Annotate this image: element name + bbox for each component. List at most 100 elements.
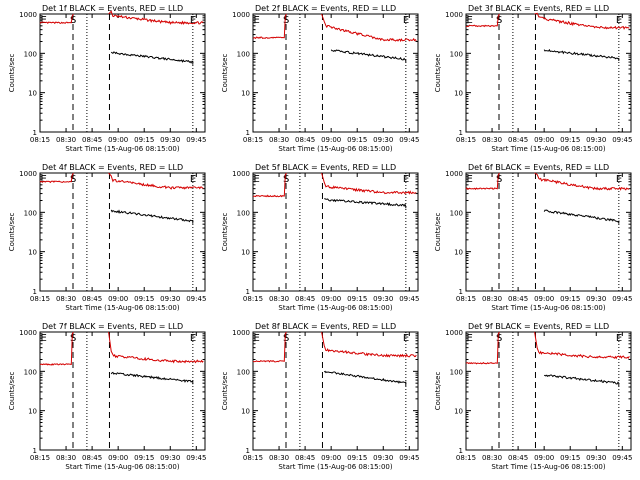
marker-label: S xyxy=(283,333,289,344)
marker-label: E xyxy=(616,15,622,26)
x-tick-label: 08:30 xyxy=(482,136,502,144)
panel-1: Det 1f BLACK = Events, RED = LLD 1 10 100 10… xyxy=(8,4,206,153)
x-tick-label: 09:45 xyxy=(399,454,419,462)
events-series xyxy=(543,48,620,61)
x-tick-label: 09:45 xyxy=(186,136,206,144)
x-tick-label: 09:45 xyxy=(399,295,419,303)
marker-label: E xyxy=(40,174,46,185)
x-axis-label: Start Time (15-Aug-06 08:15:00) xyxy=(491,304,605,312)
marker-label: E xyxy=(466,15,472,26)
x-tick-label: 09:15 xyxy=(560,136,580,144)
plot-frame xyxy=(465,13,632,133)
x-tick-label: 09:15 xyxy=(134,295,154,303)
x-tick-label: 09:15 xyxy=(347,454,367,462)
x-axis-label: Start Time (15-Aug-06 08:15:00) xyxy=(65,304,179,312)
marker-label: E xyxy=(253,15,259,26)
x-tick-label: 09:15 xyxy=(560,295,580,303)
marker-label: S xyxy=(283,15,289,26)
panel-8: Det 8f BLACK = Events, RED = LLD 1 10 100 10… xyxy=(221,322,419,471)
events-series xyxy=(110,51,194,65)
x-tick-label: 08:15 xyxy=(456,295,476,303)
x-tick-label: 09:30 xyxy=(373,295,393,303)
panel-title: Det 2f BLACK = Events, RED = LLD xyxy=(255,4,396,13)
y-tick-label: 1 xyxy=(459,288,463,296)
events-series xyxy=(110,209,194,224)
lld-series-pre xyxy=(465,13,500,28)
x-tick-label: 09:30 xyxy=(160,454,180,462)
plot-frame xyxy=(252,13,419,133)
marker-label: E xyxy=(190,333,196,344)
y-axis-label: Counts/sec xyxy=(434,372,442,411)
x-tick-label: 09:00 xyxy=(108,136,128,144)
plot-frame xyxy=(465,172,632,292)
lld-series-post xyxy=(108,10,204,26)
y-tick-label: 1 xyxy=(246,288,250,296)
panel-2: Det 2f BLACK = Events, RED = LLD 1 10 100 10… xyxy=(221,4,419,153)
plot-frame xyxy=(39,331,206,451)
x-tick-label: 09:30 xyxy=(586,295,606,303)
y-tick-label: 10 xyxy=(241,90,250,98)
y-tick-label: 10 xyxy=(28,90,37,98)
marker-label: E xyxy=(403,15,409,26)
y-tick-label: 10 xyxy=(454,249,463,257)
marker-label: E xyxy=(40,333,46,344)
lld-series-pre xyxy=(252,172,287,198)
x-tick-label: 09:00 xyxy=(534,454,554,462)
y-axis-label: Counts/sec xyxy=(221,213,229,252)
x-tick-label: 09:30 xyxy=(160,136,180,144)
x-axis-label: Start Time (15-Aug-06 08:15:00) xyxy=(491,145,605,153)
x-tick-label: 08:30 xyxy=(482,454,502,462)
y-tick-label: 100 xyxy=(24,368,37,376)
plot-frame xyxy=(39,13,206,133)
y-tick-label: 1000 xyxy=(232,170,250,178)
x-tick-label: 09:45 xyxy=(186,454,206,462)
marker-label: E xyxy=(253,174,259,185)
x-tick-label: 08:15 xyxy=(30,295,50,303)
lld-series-post xyxy=(534,12,630,30)
panel-title: Det 5f BLACK = Events, RED = LLD xyxy=(255,163,396,172)
x-tick-label: 09:00 xyxy=(321,295,341,303)
y-tick-label: 1 xyxy=(33,288,37,296)
lld-series-post xyxy=(321,172,417,195)
x-tick-label: 08:15 xyxy=(30,136,50,144)
y-tick-label: 1 xyxy=(33,447,37,455)
y-axis-label: Counts/sec xyxy=(221,54,229,93)
panel-title: Det 6f BLACK = Events, RED = LLD xyxy=(468,163,609,172)
marker-label: S xyxy=(496,333,502,344)
y-axis-label: Counts/sec xyxy=(8,54,16,93)
y-tick-label: 1000 xyxy=(232,11,250,19)
x-tick-label: 08:15 xyxy=(243,136,263,144)
x-tick-label: 09:00 xyxy=(321,454,341,462)
panel-title: Det 1f BLACK = Events, RED = LLD xyxy=(42,4,183,13)
x-tick-label: 08:15 xyxy=(243,454,263,462)
panel-6: Det 6f BLACK = Events, RED = LLD 1 10 100 10… xyxy=(434,163,632,312)
marker-label: S xyxy=(70,174,76,185)
x-tick-label: 08:45 xyxy=(82,454,102,462)
x-tick-label: 09:45 xyxy=(399,136,419,144)
x-axis-label: Start Time (15-Aug-06 08:15:00) xyxy=(278,145,392,153)
x-tick-label: 09:00 xyxy=(321,136,341,144)
x-tick-label: 09:45 xyxy=(612,295,632,303)
x-axis-label: Start Time (15-Aug-06 08:15:00) xyxy=(278,463,392,471)
lld-series-pre xyxy=(252,13,287,40)
x-axis-label: Start Time (15-Aug-06 08:15:00) xyxy=(65,463,179,471)
x-tick-label: 08:30 xyxy=(482,295,502,303)
y-tick-label: 1000 xyxy=(19,329,37,337)
x-tick-label: 09:30 xyxy=(586,136,606,144)
marker-label: E xyxy=(403,174,409,185)
plot-frame xyxy=(252,331,419,451)
panel-title: Det 4f BLACK = Events, RED = LLD xyxy=(42,163,183,172)
panel-title: Det 8f BLACK = Events, RED = LLD xyxy=(255,322,396,331)
panel-title: Det 7f BLACK = Events, RED = LLD xyxy=(42,322,183,331)
y-tick-label: 1000 xyxy=(445,170,463,178)
lld-series-post xyxy=(534,331,630,360)
y-axis-label: Counts/sec xyxy=(8,372,16,411)
y-tick-label: 10 xyxy=(28,408,37,416)
x-tick-label: 09:45 xyxy=(186,295,206,303)
y-tick-label: 100 xyxy=(450,368,463,376)
marker-label: E xyxy=(40,15,46,26)
y-tick-label: 10 xyxy=(241,249,250,257)
y-tick-label: 100 xyxy=(237,368,250,376)
panel-9: Det 9f BLACK = Events, RED = LLD 1 10 100 10… xyxy=(434,322,632,471)
lld-series-post xyxy=(108,172,204,190)
